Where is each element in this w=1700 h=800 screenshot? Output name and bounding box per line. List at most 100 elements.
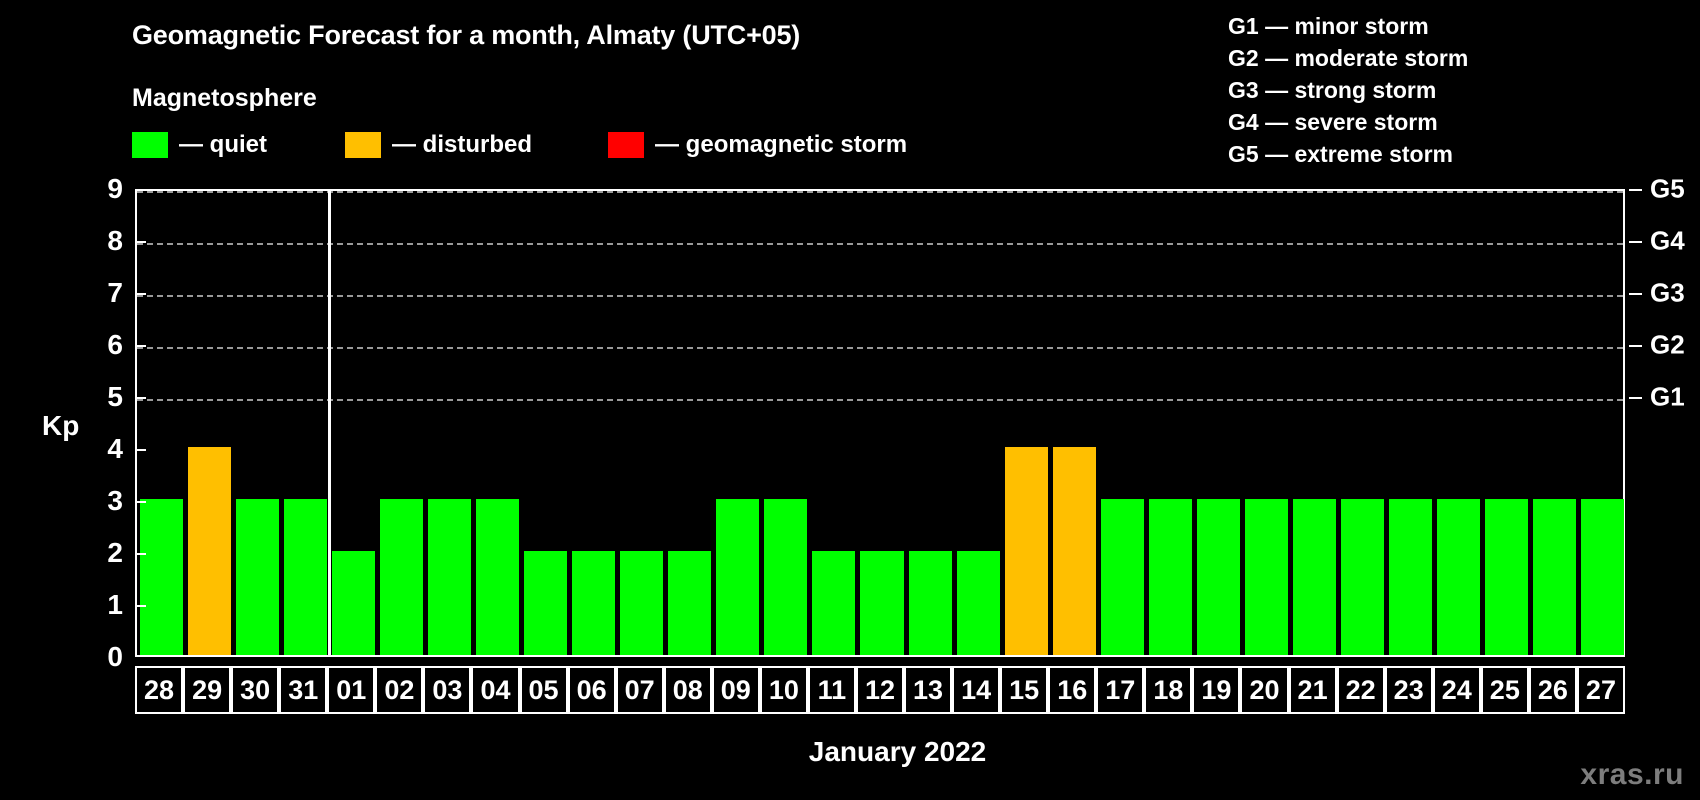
- bar-22[interactable]: [1341, 499, 1385, 655]
- legend-item-quiet: — quiet: [132, 130, 267, 160]
- bar-07[interactable]: [620, 551, 664, 655]
- y-tick-label-9: 9: [107, 173, 123, 204]
- date-label-29[interactable]: 29: [183, 666, 232, 714]
- date-label-25[interactable]: 25: [1480, 666, 1529, 714]
- g-tick-label-g1: G1: [1650, 381, 1685, 412]
- date-label-22[interactable]: 22: [1336, 666, 1385, 714]
- bar-13[interactable]: [908, 551, 952, 655]
- bar-14[interactable]: [956, 551, 1000, 655]
- g-tick-label-g5: G5: [1650, 173, 1685, 204]
- bar-16[interactable]: [1052, 447, 1096, 655]
- g-tick-mark-g3: [1629, 293, 1642, 295]
- bar-23[interactable]: [1389, 499, 1433, 655]
- date-label-28[interactable]: 28: [135, 666, 184, 714]
- bar-08[interactable]: [668, 551, 712, 655]
- bar-25[interactable]: [1485, 499, 1529, 655]
- date-label-19[interactable]: 19: [1192, 666, 1241, 714]
- bar-05[interactable]: [524, 551, 568, 655]
- date-label-15[interactable]: 15: [1000, 666, 1049, 714]
- date-label-09[interactable]: 09: [711, 666, 760, 714]
- date-label-07[interactable]: 07: [615, 666, 664, 714]
- bar-15[interactable]: [1004, 447, 1048, 655]
- bar-21[interactable]: [1293, 499, 1337, 655]
- y-tick-label-0: 0: [107, 641, 123, 672]
- y-tick-mark-2: [135, 553, 146, 555]
- bar-11[interactable]: [812, 551, 856, 655]
- date-label-17[interactable]: 17: [1096, 666, 1145, 714]
- bar-24[interactable]: [1437, 499, 1481, 655]
- bar-26[interactable]: [1533, 499, 1577, 655]
- g-legend-line-g5: G5 — extreme storm: [1228, 141, 1453, 167]
- y-tick-label-4: 4: [107, 433, 123, 464]
- bar-03[interactable]: [427, 499, 471, 655]
- bar-19[interactable]: [1196, 499, 1240, 655]
- date-label-14[interactable]: 14: [952, 666, 1001, 714]
- bar-18[interactable]: [1148, 499, 1192, 655]
- g-tick-label-g4: G4: [1650, 225, 1685, 256]
- bar-10[interactable]: [764, 499, 808, 655]
- date-label-30[interactable]: 30: [231, 666, 280, 714]
- legend-label-storm: — geomagnetic storm: [655, 131, 908, 158]
- bar-29[interactable]: [187, 447, 231, 655]
- date-label-12[interactable]: 12: [855, 666, 905, 714]
- y-tick-label-8: 8: [107, 225, 123, 256]
- date-label-18[interactable]: 18: [1144, 666, 1193, 714]
- gridline-kp-5: [137, 399, 1623, 401]
- date-label-08[interactable]: 08: [663, 666, 712, 714]
- g-tick-label-g2: G2: [1650, 329, 1685, 360]
- date-label-10[interactable]: 10: [759, 666, 808, 714]
- date-label-04[interactable]: 04: [471, 666, 520, 714]
- y-axis-labels: 9 8 7 6 5 4 3 2 1 0: [75, 173, 123, 672]
- gridline-kp-8: [137, 243, 1623, 245]
- forecast-divider: [327, 191, 331, 655]
- y-tick-mark-4: [135, 449, 146, 451]
- date-label-27[interactable]: 27: [1576, 666, 1625, 714]
- date-axis: 28 29 30 31 01 02 03 04 05 06 07 08 09 10 11 12 13 14 15 16…: [135, 666, 1625, 714]
- bar-27[interactable]: [1581, 499, 1625, 655]
- y-tick-label-3: 3: [107, 485, 123, 516]
- g-legend-line-g2: G2 — moderate storm: [1228, 45, 1469, 71]
- bar-20[interactable]: [1244, 499, 1289, 655]
- storm-swatch: [608, 132, 645, 158]
- y-axis-title: Kp: [42, 410, 80, 441]
- bar-04[interactable]: [475, 499, 519, 655]
- date-label-20[interactable]: 20: [1240, 666, 1289, 714]
- y-tick-label-6: 6: [107, 329, 123, 360]
- date-label-26[interactable]: 26: [1528, 666, 1577, 714]
- date-label-06[interactable]: 06: [567, 666, 616, 714]
- g-legend-line-g3: G3 — strong storm: [1228, 77, 1437, 103]
- bar-31[interactable]: [283, 499, 327, 655]
- y-tick-mark-9: [135, 189, 146, 191]
- date-label-31[interactable]: 31: [279, 666, 328, 714]
- bar-02[interactable]: [379, 499, 423, 655]
- legend-label-disturbed: — disturbed: [392, 131, 533, 158]
- gridline-kp-6: [137, 347, 1623, 349]
- date-label-05[interactable]: 05: [519, 666, 568, 714]
- y-tick-mark-1: [135, 605, 146, 607]
- g-tick-mark-g1: [1629, 397, 1642, 399]
- legend-label-quiet: — quiet: [179, 131, 267, 158]
- date-label-24[interactable]: 24: [1432, 666, 1481, 714]
- disturbed-swatch: [345, 132, 381, 158]
- bar-09[interactable]: [716, 499, 760, 655]
- y-tick-label-2: 2: [107, 537, 123, 568]
- date-label-01[interactable]: 01: [327, 666, 376, 714]
- bar-17[interactable]: [1100, 499, 1144, 655]
- bar-12[interactable]: [860, 551, 904, 655]
- date-label-23[interactable]: 23: [1384, 666, 1433, 714]
- g-tick-mark-g4: [1629, 241, 1642, 243]
- legend-item-storm: — geomagnetic storm: [608, 130, 907, 160]
- date-label-02[interactable]: 02: [375, 666, 424, 714]
- y-tick-mark-8: [135, 241, 146, 243]
- date-label-16[interactable]: 16: [1048, 666, 1097, 714]
- bar-30[interactable]: [235, 499, 279, 655]
- bar-28[interactable]: [139, 499, 183, 655]
- date-label-03[interactable]: 03: [423, 666, 472, 714]
- bar-06[interactable]: [572, 551, 616, 655]
- bar-01[interactable]: [331, 551, 375, 655]
- date-label-21[interactable]: 21: [1288, 666, 1337, 714]
- date-label-13[interactable]: 13: [904, 666, 953, 714]
- date-label-11[interactable]: 11: [807, 666, 856, 714]
- g-scale-legend: G1 — minor storm G2 — moderate storm G3 …: [1228, 10, 1468, 170]
- y-tick-label-7: 7: [107, 277, 123, 308]
